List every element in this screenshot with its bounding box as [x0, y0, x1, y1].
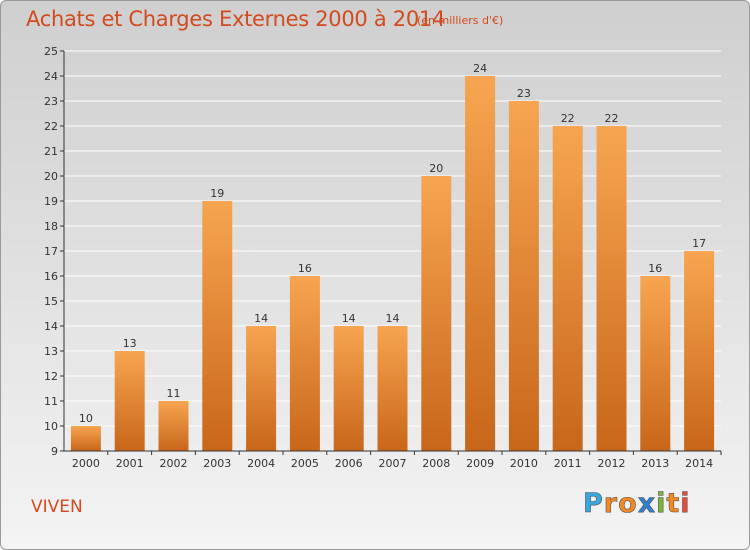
- x-tick-label: 2001: [116, 457, 144, 470]
- y-tick-label: 12: [44, 370, 58, 383]
- x-tick-label: 2003: [203, 457, 231, 470]
- data-label: 14: [386, 312, 400, 325]
- y-tick-label: 11: [44, 395, 58, 408]
- logo-letter: t: [666, 488, 681, 520]
- y-tick-label: 13: [44, 345, 58, 358]
- y-tick-label: 20: [44, 170, 58, 183]
- bar: [333, 326, 364, 451]
- x-tick-label: 2013: [641, 457, 669, 470]
- bar: [246, 326, 277, 451]
- bar: [289, 276, 320, 451]
- x-tick-label: 2009: [466, 457, 494, 470]
- data-label: 17: [692, 237, 706, 250]
- x-tick-label: 2005: [291, 457, 319, 470]
- bar: [465, 76, 496, 451]
- data-label: 22: [561, 112, 575, 125]
- y-tick-label: 10: [44, 420, 58, 433]
- logo-letter: x: [637, 488, 657, 520]
- y-tick-label: 18: [44, 220, 58, 233]
- bar: [202, 201, 233, 451]
- y-tick-label: 16: [44, 270, 58, 283]
- data-label: 16: [298, 262, 312, 275]
- chart-title: Achats et Charges Externes 2000 à 2014: [26, 7, 446, 31]
- logo-letter: o: [618, 488, 638, 520]
- y-tick-label: 17: [44, 245, 58, 258]
- x-tick-label: 2002: [160, 457, 188, 470]
- bar: [596, 126, 627, 451]
- data-label: 20: [429, 162, 443, 175]
- data-label: 10: [79, 412, 93, 425]
- bar: [640, 276, 671, 451]
- logo-letter: P: [583, 488, 604, 520]
- data-label: 11: [167, 387, 181, 400]
- bar: [508, 101, 539, 451]
- y-tick-label: 15: [44, 295, 58, 308]
- commune-name: VIVEN: [31, 497, 83, 517]
- y-tick-label: 19: [44, 195, 58, 208]
- x-tick-label: 2010: [510, 457, 538, 470]
- y-tick-label: 21: [44, 145, 58, 158]
- bar: [158, 401, 189, 451]
- data-label: 14: [254, 312, 268, 325]
- data-label: 22: [605, 112, 619, 125]
- axes: 9 10 11 12 13 14 15 16 17 18 19 20 21 22 23 24 25 2000 200…: [44, 45, 722, 470]
- y-tick-label: 9: [51, 445, 58, 458]
- y-tick-label: 23: [44, 95, 58, 108]
- data-label: 13: [123, 337, 137, 350]
- bar: [421, 176, 452, 451]
- bar: [552, 126, 583, 451]
- x-tick-label: 2011: [554, 457, 582, 470]
- data-label: 19: [210, 187, 224, 200]
- logo-letter: i: [680, 488, 691, 520]
- chart-subtitle: (en milliers d'€): [417, 14, 504, 27]
- y-tick-label: 14: [44, 320, 58, 333]
- x-tick-label: 2014: [685, 457, 713, 470]
- y-tick-label: 24: [44, 70, 58, 83]
- bar: [377, 326, 408, 451]
- proxiti-logo[interactable]: Proxiti: [583, 488, 691, 520]
- x-tick-label: 2007: [379, 457, 407, 470]
- logo-letter: r: [603, 488, 619, 520]
- logo-letter: i: [656, 488, 667, 520]
- bar: [114, 351, 145, 451]
- x-tick-label: 2012: [598, 457, 626, 470]
- bar: [70, 426, 101, 451]
- x-tick-label: 2006: [335, 457, 363, 470]
- x-tick-label: 2000: [72, 457, 100, 470]
- data-label: 16: [648, 262, 662, 275]
- x-tick-label: 2008: [422, 457, 450, 470]
- y-tick-label: 25: [44, 45, 58, 58]
- y-tick-label: 22: [44, 120, 58, 133]
- x-tick-label: 2004: [247, 457, 275, 470]
- bars: 10 13 11 19 14 16 14 14 20 24 23 22 22 16 17: [70, 62, 715, 451]
- bar: [684, 251, 715, 451]
- data-label: 14: [342, 312, 356, 325]
- data-label: 24: [473, 62, 487, 75]
- data-label: 23: [517, 87, 531, 100]
